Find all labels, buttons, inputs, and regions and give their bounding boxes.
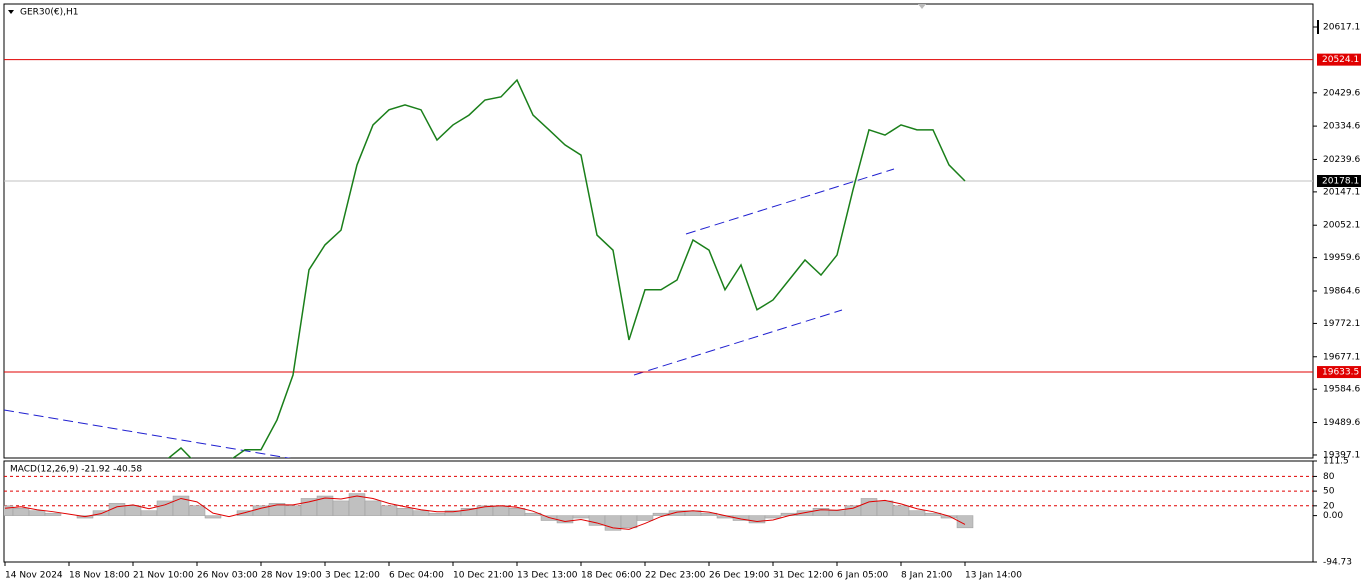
x-tick-label: 28 Nov 19:00	[261, 571, 322, 581]
x-tick-label: 6 Dec 04:00	[389, 571, 444, 581]
x-tick-label: 26 Dec 19:00	[709, 571, 770, 581]
macd-bar	[44, 512, 62, 516]
price-series	[167, 78, 966, 458]
y-tick-label: 19397.1	[1323, 450, 1360, 460]
x-tick-label: 26 Nov 03:00	[197, 571, 258, 581]
y-tick-label: 0.00	[1323, 511, 1343, 521]
macd-bar	[396, 508, 414, 516]
macd-bar	[140, 510, 158, 516]
x-tick-label: 14 Nov 2024	[5, 571, 63, 581]
macd-bar	[204, 515, 222, 519]
signal-line	[4, 495, 966, 530]
y-tick-label: -94.73	[1323, 558, 1352, 568]
x-tick-label: 3 Dec 12:00	[325, 571, 380, 581]
y-tick-label: 80	[1323, 472, 1335, 482]
macd-bar	[636, 515, 654, 521]
macd-title: MACD(12,26,9) -21.92 -40.58	[10, 465, 142, 475]
price-label-box	[1317, 366, 1361, 379]
macd-bar	[492, 505, 510, 516]
macd-bar	[588, 515, 606, 526]
y-tick-label: 19489.6	[1323, 418, 1360, 428]
trend-line	[685, 168, 895, 235]
x-tick-label: 6 Jan 05:00	[837, 571, 889, 581]
macd-bar	[412, 510, 430, 516]
y-tick-label: 20	[1323, 501, 1335, 511]
x-tick-label: 21 Nov 10:00	[133, 571, 194, 581]
chart-title: GER30(€),H1	[20, 8, 78, 18]
y-tick-label: 20239.6	[1323, 155, 1360, 165]
macd-bar	[956, 515, 974, 529]
macd-bar	[844, 505, 862, 516]
macd-bar	[572, 515, 590, 519]
y-tick-label: 50	[1323, 487, 1335, 497]
macd-bar	[364, 500, 382, 516]
macd-bar	[380, 505, 398, 516]
menu-arrow[interactable]	[8, 10, 14, 14]
macd-bar	[908, 510, 926, 516]
y-tick-label: 20617.1	[1323, 23, 1360, 33]
macd-bar	[764, 515, 782, 519]
price-label: 20524.1	[1322, 55, 1359, 65]
y-tick-label: 19772.1	[1323, 319, 1360, 329]
x-tick-label: 31 Dec 12:00	[773, 571, 834, 581]
trend-lines	[4, 168, 895, 458]
price-label: 20178.1	[1322, 177, 1359, 187]
macd-bar	[284, 505, 302, 516]
x-tick-label: 22 Dec 23:00	[645, 571, 706, 581]
scroll-marker	[918, 4, 926, 9]
trend-line	[4, 409, 292, 458]
macd-bar	[28, 510, 46, 516]
y-tick-label: 19584.6	[1323, 385, 1360, 395]
y-tick-label: 19959.6	[1323, 253, 1360, 263]
y-tick-label: 20052.1	[1323, 221, 1360, 231]
macd-bar	[876, 500, 894, 516]
x-tick-label: 10 Dec 21:00	[453, 571, 514, 581]
trend-line	[633, 309, 843, 376]
y-tick-label: 20334.6	[1323, 122, 1360, 132]
y-tick-label: 20147.1	[1323, 187, 1360, 197]
y-tick-label: 111.5	[1323, 457, 1349, 467]
x-tick-label: 13 Jan 14:00	[965, 571, 1022, 581]
y-tick-label: 19864.6	[1323, 286, 1360, 296]
macd-bar	[748, 515, 766, 524]
macd-bar	[828, 510, 846, 516]
macd-bar	[428, 512, 446, 516]
price-label-box	[1317, 175, 1361, 188]
x-tick-label: 8 Jan 21:00	[901, 571, 953, 581]
macd-bar	[508, 508, 526, 516]
x-tick-label: 18 Dec 06:00	[581, 571, 642, 581]
main-panel	[3, 3, 1314, 459]
price-label: 19633.5	[1322, 368, 1359, 378]
macd-bar	[124, 505, 142, 516]
price-label-box	[1317, 53, 1361, 66]
macd-bar	[332, 500, 350, 516]
x-tick-label: 18 Nov 18:00	[69, 571, 130, 581]
price-line	[167, 78, 966, 458]
macd-bar	[620, 515, 638, 529]
macd-bar	[892, 505, 910, 516]
macd-series	[4, 475, 1313, 531]
y-tick-label: 19677.1	[1323, 352, 1360, 362]
macd-bar	[12, 508, 30, 516]
macd-bar	[188, 505, 206, 516]
x-tick-label: 13 Dec 13:00	[517, 571, 578, 581]
y-tick-label: 20429.6	[1323, 88, 1360, 98]
